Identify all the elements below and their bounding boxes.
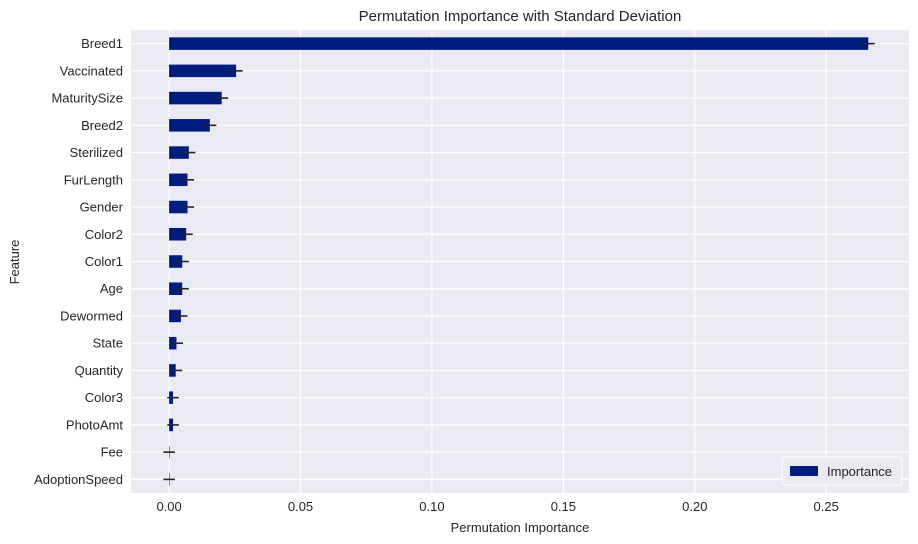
y-tick-label: FurLength [64, 172, 123, 187]
y-tick-label: Quantity [75, 363, 124, 378]
y-tick-label: Color3 [85, 390, 123, 405]
y-tick-label: Color2 [85, 227, 123, 242]
bar [169, 64, 237, 78]
legend: Importance [781, 456, 903, 486]
y-tick-label: MaturitySize [51, 91, 123, 106]
bar [169, 119, 210, 132]
x-tick-label: 0.15 [551, 499, 576, 514]
legend-label: Importance [827, 464, 892, 479]
bar [169, 146, 189, 159]
legend-box [781, 456, 903, 486]
bar [169, 200, 188, 214]
bar [169, 37, 869, 50]
x-tick-label: 0.25 [814, 499, 839, 514]
y-tick-label: Sterilized [70, 145, 123, 160]
y-tick-label: Dewormed [60, 308, 123, 323]
y-tick-label: Gender [80, 200, 124, 215]
bar [169, 228, 187, 241]
bar [169, 91, 222, 105]
y-tick-labels: Breed1 Vaccinated MaturitySize Breed2 Steril… [34, 36, 124, 487]
x-tick-labels: 0.00 0.05 0.10 0.15 0.20 0.25 [156, 499, 838, 514]
bar [169, 173, 188, 187]
x-tick-label: 0.20 [682, 499, 707, 514]
y-tick-label: Fee [101, 445, 123, 460]
y-tick-label: Age [100, 281, 123, 296]
y-tick-label: Vaccinated [60, 63, 123, 78]
y-tick-label: Color1 [85, 254, 123, 269]
y-tick-label: AdoptionSpeed [34, 472, 123, 487]
chart-title: Permutation Importance with Standard Dev… [359, 8, 682, 25]
y-axis-label: Feature [7, 240, 22, 285]
x-tick-label: 0.05 [288, 499, 313, 514]
error-layer [163, 42, 875, 481]
x-tick-label: 0.10 [419, 499, 444, 514]
legend-swatch [790, 466, 818, 476]
grid-layer [131, 30, 909, 493]
x-tick-label: 0.00 [156, 499, 181, 514]
x-axis-label: Permutation Importance [451, 520, 590, 535]
y-tick-label: PhotoAmt [66, 417, 123, 432]
y-tick-label: Breed1 [81, 36, 123, 51]
y-tick-label: Breed2 [81, 118, 123, 133]
y-tick-label: State [93, 336, 123, 351]
bar-layer [169, 37, 869, 486]
